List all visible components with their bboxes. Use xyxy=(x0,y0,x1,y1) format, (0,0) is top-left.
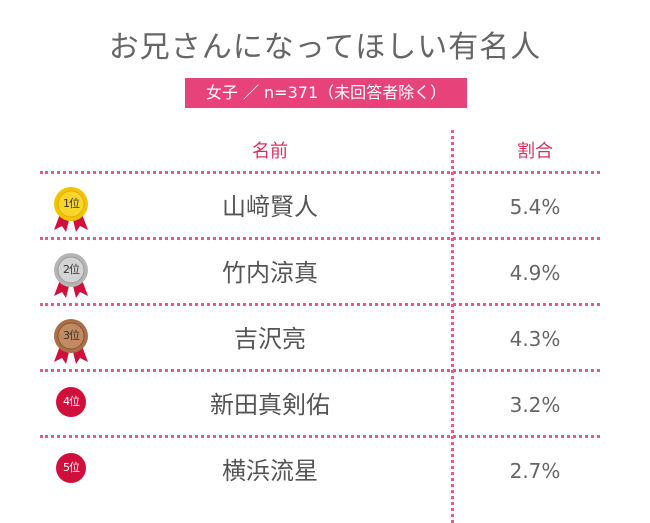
column-divider xyxy=(451,130,454,523)
ratio-value: 2.7% xyxy=(509,459,561,483)
person-name: 横浜流星 xyxy=(222,457,318,485)
person-name: 新田真剣佑 xyxy=(210,391,330,419)
person-name: 竹内涼真 xyxy=(222,259,318,287)
red-circle-icon: 5位 xyxy=(48,450,94,498)
column-header-ratio: 割合 xyxy=(517,141,553,162)
ratio-value: 4.3% xyxy=(509,327,561,351)
sample-subtitle-banner: 女子 ／ n=371（未回答者除く） xyxy=(185,78,467,108)
table-row-rank-4: 4位 新田真剣佑 3.2% xyxy=(0,372,650,438)
red-circle-icon: 4位 xyxy=(48,384,94,432)
rank-label: 1位 xyxy=(63,197,80,210)
chart-title: お兄さんになってほしい有名人 xyxy=(108,30,542,65)
rank-label: 3位 xyxy=(63,329,80,342)
rank-label: 4位 xyxy=(63,395,80,408)
row-divider xyxy=(40,303,600,306)
ratio-value: 3.2% xyxy=(509,393,561,417)
bronze-medal-icon: 3位 xyxy=(48,318,94,366)
ratio-value: 5.4% xyxy=(509,195,561,219)
table-row-rank-2: 2位 竹内涼真 4.9% xyxy=(0,240,650,306)
silver-medal-icon: 2位 xyxy=(48,252,94,300)
row-divider xyxy=(40,171,600,174)
column-header-name: 名前 xyxy=(252,141,288,162)
ratio-value: 4.9% xyxy=(509,261,561,285)
person-name: 吉沢亮 xyxy=(234,325,306,353)
gold-medal-icon: 1位 xyxy=(48,186,94,234)
rank-label: 2位 xyxy=(63,263,80,276)
rank-label: 5位 xyxy=(63,461,80,474)
table-row-rank-3: 3位 吉沢亮 4.3% xyxy=(0,306,650,372)
person-name: 山﨑賢人 xyxy=(222,193,318,221)
row-divider xyxy=(40,237,600,240)
row-divider xyxy=(40,369,600,372)
row-divider xyxy=(40,435,600,438)
table-row-rank-5: 5位 横浜流星 2.7% xyxy=(0,438,650,504)
table-row-rank-1: 1位 山﨑賢人 5.4% xyxy=(0,174,650,240)
